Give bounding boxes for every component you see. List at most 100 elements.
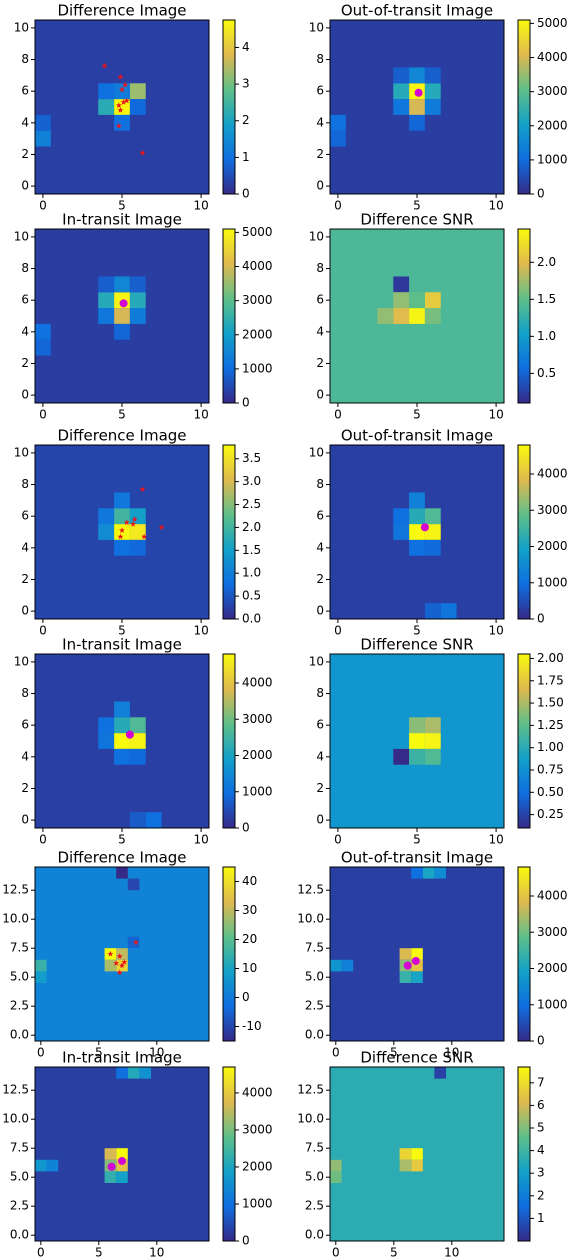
panel-title: Difference Image <box>57 427 186 445</box>
x-tick-label: 5 <box>390 1246 398 1259</box>
x-tick-label: 5 <box>95 1246 103 1259</box>
y-tick-label: 0 <box>316 388 324 402</box>
heatmap-cell <box>409 508 425 524</box>
colorbar-tick-label: 1.0 <box>242 566 261 580</box>
heatmap-cell <box>130 308 146 324</box>
x-tick-label: 10 <box>149 1246 164 1259</box>
heatmap-cell <box>393 292 409 308</box>
colorbar <box>518 654 530 828</box>
colorbar-tick-label: 3000 <box>242 712 273 726</box>
y-tick-label: 10.0 <box>297 912 324 926</box>
heatmap-cell <box>330 1160 342 1172</box>
x-tick-label: 10 <box>444 1246 459 1259</box>
heatmap-cell <box>130 276 146 292</box>
colorbar-tick-label: 1000 <box>242 361 273 375</box>
heatmap-cell <box>130 99 146 115</box>
y-tick-label: 5.0 <box>305 1170 324 1184</box>
y-tick-label: 7.5 <box>305 1141 324 1155</box>
heatmap-cell <box>114 701 130 717</box>
heatmap-cell <box>146 812 162 828</box>
heatmap-cell <box>116 1171 128 1183</box>
colorbar-tick-label: -10 <box>242 1019 262 1033</box>
y-tick-label: 4 <box>316 540 324 554</box>
y-tick-label: 8 <box>21 261 29 275</box>
heatmap-cell <box>130 749 146 765</box>
heatmap-cell <box>393 67 409 83</box>
colorbar-tick-label: 4 <box>242 40 250 54</box>
colorbar-tick-label: 3 <box>537 1166 545 1180</box>
colorbar-tick-label: 2000 <box>242 327 273 341</box>
colorbar-tick-label: 4000 <box>537 889 568 903</box>
panel-title: Difference Image <box>57 849 186 867</box>
y-tick-label: 0 <box>21 388 29 402</box>
centroid <box>118 1157 126 1165</box>
heatmap-cell <box>393 749 409 765</box>
y-tick-label: 10.0 <box>2 1112 29 1126</box>
y-tick-label: 4 <box>21 115 29 129</box>
heatmap-cell <box>393 99 409 115</box>
heatmap-cell <box>116 867 128 879</box>
heatmap-cell <box>35 115 51 131</box>
y-tick-label: 2 <box>21 147 29 161</box>
y-tick-label: 8 <box>21 52 29 66</box>
heatmap-cell <box>105 1171 117 1183</box>
x-tick-label: 10 <box>488 408 503 422</box>
heatmap-cell <box>393 508 409 524</box>
heatmap-cell <box>35 340 51 356</box>
colorbar-tick-label: 1000 <box>242 1196 273 1210</box>
heatmap-cell <box>98 733 114 749</box>
colorbar-tick-label: 1.0 <box>537 329 556 343</box>
colorbar-tick-label: 0 <box>537 187 545 201</box>
y-tick-label: 10 <box>14 445 29 459</box>
heatmap-cell <box>35 324 51 340</box>
heatmap-cell <box>114 276 130 292</box>
colorbar-tick-label: 0.75 <box>537 763 564 777</box>
colorbar-tick-label: 4000 <box>242 1085 273 1099</box>
y-tick-label: 7.5 <box>305 941 324 955</box>
y-tick-label: 2 <box>316 356 324 370</box>
colorbar-tick-label: 20 <box>242 932 257 946</box>
heatmap-cell <box>393 276 409 292</box>
heatmap-cell <box>98 83 114 99</box>
y-tick-label: 7.5 <box>10 1141 29 1155</box>
y-tick-label: 10 <box>309 654 324 668</box>
colorbar-tick-label: 5000 <box>242 225 273 239</box>
colorbar-tick-label: 10 <box>242 961 257 975</box>
y-tick-label: 4 <box>21 324 29 338</box>
colorbar-tick-label: 3000 <box>537 925 568 939</box>
y-tick-label: 2.5 <box>305 999 324 1013</box>
colorbar-tick-label: 3000 <box>537 503 568 517</box>
heatmap-cell <box>409 717 425 733</box>
heatmap-cell <box>400 971 412 983</box>
y-tick-label: 10 <box>14 229 29 243</box>
colorbar-tick-label: 0.5 <box>242 589 261 603</box>
colorbar-tick-label: 2.0 <box>242 520 261 534</box>
colorbar-tick-label: 1.5 <box>537 292 556 306</box>
heatmap-cell <box>409 67 425 83</box>
y-tick-label: 8 <box>316 686 324 700</box>
y-tick-label: 6 <box>316 509 324 523</box>
heatmap-cell <box>98 717 114 733</box>
heatmap-cell <box>114 524 130 540</box>
colorbar-tick-label: 0 <box>537 612 545 626</box>
colorbar-tick-label: 0 <box>242 990 250 1004</box>
colorbar-tick-label: 5000 <box>537 16 568 30</box>
colorbar-tick-label: 0 <box>242 821 250 835</box>
heatmap-cell <box>114 717 130 733</box>
heatmap-cell <box>342 960 354 972</box>
heatmap-cell <box>425 83 441 99</box>
colorbar <box>223 20 235 194</box>
y-tick-label: 8 <box>21 477 29 491</box>
y-tick-label: 2 <box>316 781 324 795</box>
y-tick-label: 5.0 <box>10 970 29 984</box>
heatmap-cell <box>425 67 441 83</box>
y-tick-label: 8 <box>316 261 324 275</box>
colorbar <box>518 867 530 1041</box>
y-tick-label: 10 <box>14 20 29 34</box>
colorbar-tick-label: 1 <box>537 1211 545 1225</box>
x-tick-label: 10 <box>193 624 208 638</box>
x-tick-label: 0 <box>332 1046 340 1060</box>
heatmap-cell <box>35 960 47 972</box>
heatmap-cell <box>425 508 441 524</box>
heatmap-cell <box>330 131 346 147</box>
